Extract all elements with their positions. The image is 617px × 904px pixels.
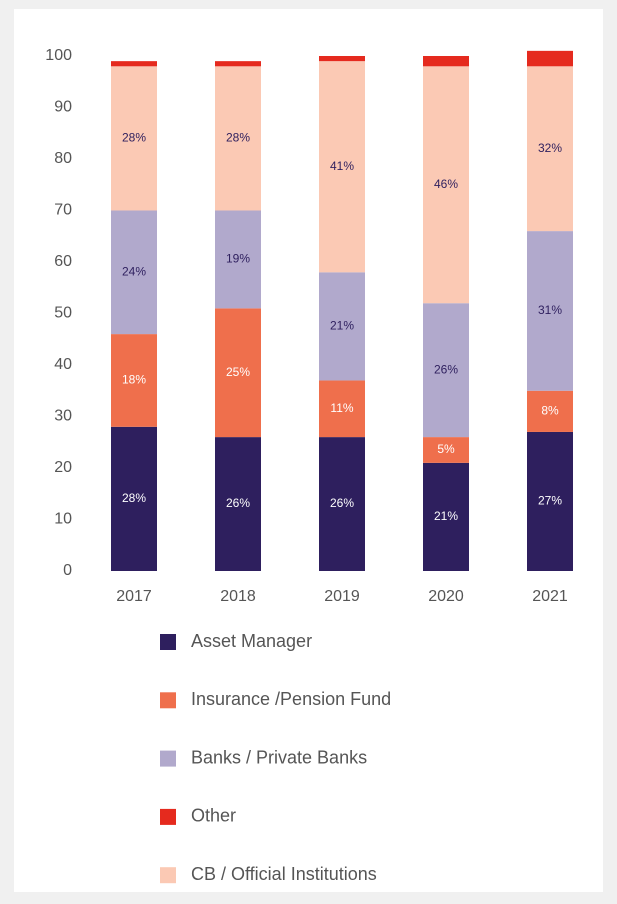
- bar-segment: [423, 66, 469, 304]
- data-label: 31%: [538, 303, 562, 317]
- bar-segment: [527, 231, 573, 391]
- data-label: 24%: [122, 264, 146, 278]
- y-tick-label: 20: [54, 459, 72, 476]
- data-label: 32%: [538, 141, 562, 155]
- bar-segment: [423, 437, 469, 463]
- x-tick-label: 2020: [428, 588, 464, 605]
- y-tick-label: 60: [54, 253, 72, 270]
- legend-swatch: [160, 867, 176, 884]
- y-tick-label: 50: [54, 305, 72, 322]
- y-tick-label: 70: [54, 202, 72, 219]
- data-label: 28%: [122, 491, 146, 505]
- legend-label: CB / Official Institutions: [191, 864, 377, 884]
- x-tick-label: 2019: [324, 588, 360, 605]
- bar-segment: [215, 61, 261, 67]
- bar-segment: [319, 380, 365, 438]
- y-tick-label: 30: [54, 408, 72, 425]
- x-tick-label: 2018: [220, 588, 256, 605]
- data-label: 8%: [541, 404, 559, 418]
- bar-segment: [111, 210, 157, 335]
- legend-swatch: [160, 634, 176, 650]
- bar-segment: [319, 437, 365, 571]
- legend-swatch: [160, 808, 176, 825]
- data-label: 46%: [434, 177, 458, 191]
- x-tick-label: 2017: [116, 588, 152, 605]
- data-label: 26%: [226, 496, 250, 510]
- data-label: 28%: [122, 131, 146, 145]
- y-tick-label: 40: [54, 356, 72, 373]
- bar-segment: [111, 66, 157, 211]
- bar-segment: [319, 56, 365, 62]
- bar-segment: [527, 66, 573, 232]
- y-tick-label: 10: [54, 511, 72, 528]
- bar-segment: [423, 303, 469, 438]
- bar-segment: [111, 61, 157, 67]
- data-label: 5%: [437, 442, 455, 456]
- legend-label: Banks / Private Banks: [191, 747, 367, 767]
- data-label: 28%: [226, 131, 250, 145]
- data-label: 19%: [226, 252, 250, 266]
- x-tick-label: 2021: [532, 588, 568, 605]
- y-tick-label: 90: [54, 99, 72, 116]
- bar-segment: [215, 308, 261, 438]
- bar-segment: [423, 462, 469, 571]
- y-tick-label: 0: [63, 562, 72, 579]
- bar-segment: [111, 334, 157, 427]
- legend-swatch: [160, 750, 176, 767]
- data-label: 27%: [538, 494, 562, 508]
- legend-swatch: [160, 692, 176, 709]
- bar-segment: [319, 272, 365, 381]
- data-label: 18%: [122, 373, 146, 387]
- y-tick-label: 80: [54, 150, 72, 167]
- bar-segment: [423, 56, 469, 67]
- bar-segment: [215, 210, 261, 309]
- data-label: 25%: [226, 365, 250, 379]
- bar-segment: [527, 431, 573, 571]
- legend-label: Asset Manager: [191, 631, 312, 651]
- data-label: 26%: [330, 496, 354, 510]
- y-tick-label: 100: [45, 47, 72, 64]
- legend-label: Other: [191, 806, 236, 826]
- bar-segment: [215, 437, 261, 571]
- bar-segment: [319, 61, 365, 273]
- data-label: 11%: [330, 401, 353, 415]
- bar-segment: [215, 66, 261, 211]
- bar-segment: [527, 390, 573, 432]
- data-label: 21%: [434, 509, 458, 523]
- data-label: 41%: [330, 159, 354, 173]
- bar-segment: [111, 426, 157, 571]
- data-label: 21%: [330, 319, 354, 333]
- legend-label: Insurance /Pension Fund: [191, 689, 391, 709]
- data-label: 26%: [434, 362, 458, 376]
- bar-segment: [527, 50, 573, 67]
